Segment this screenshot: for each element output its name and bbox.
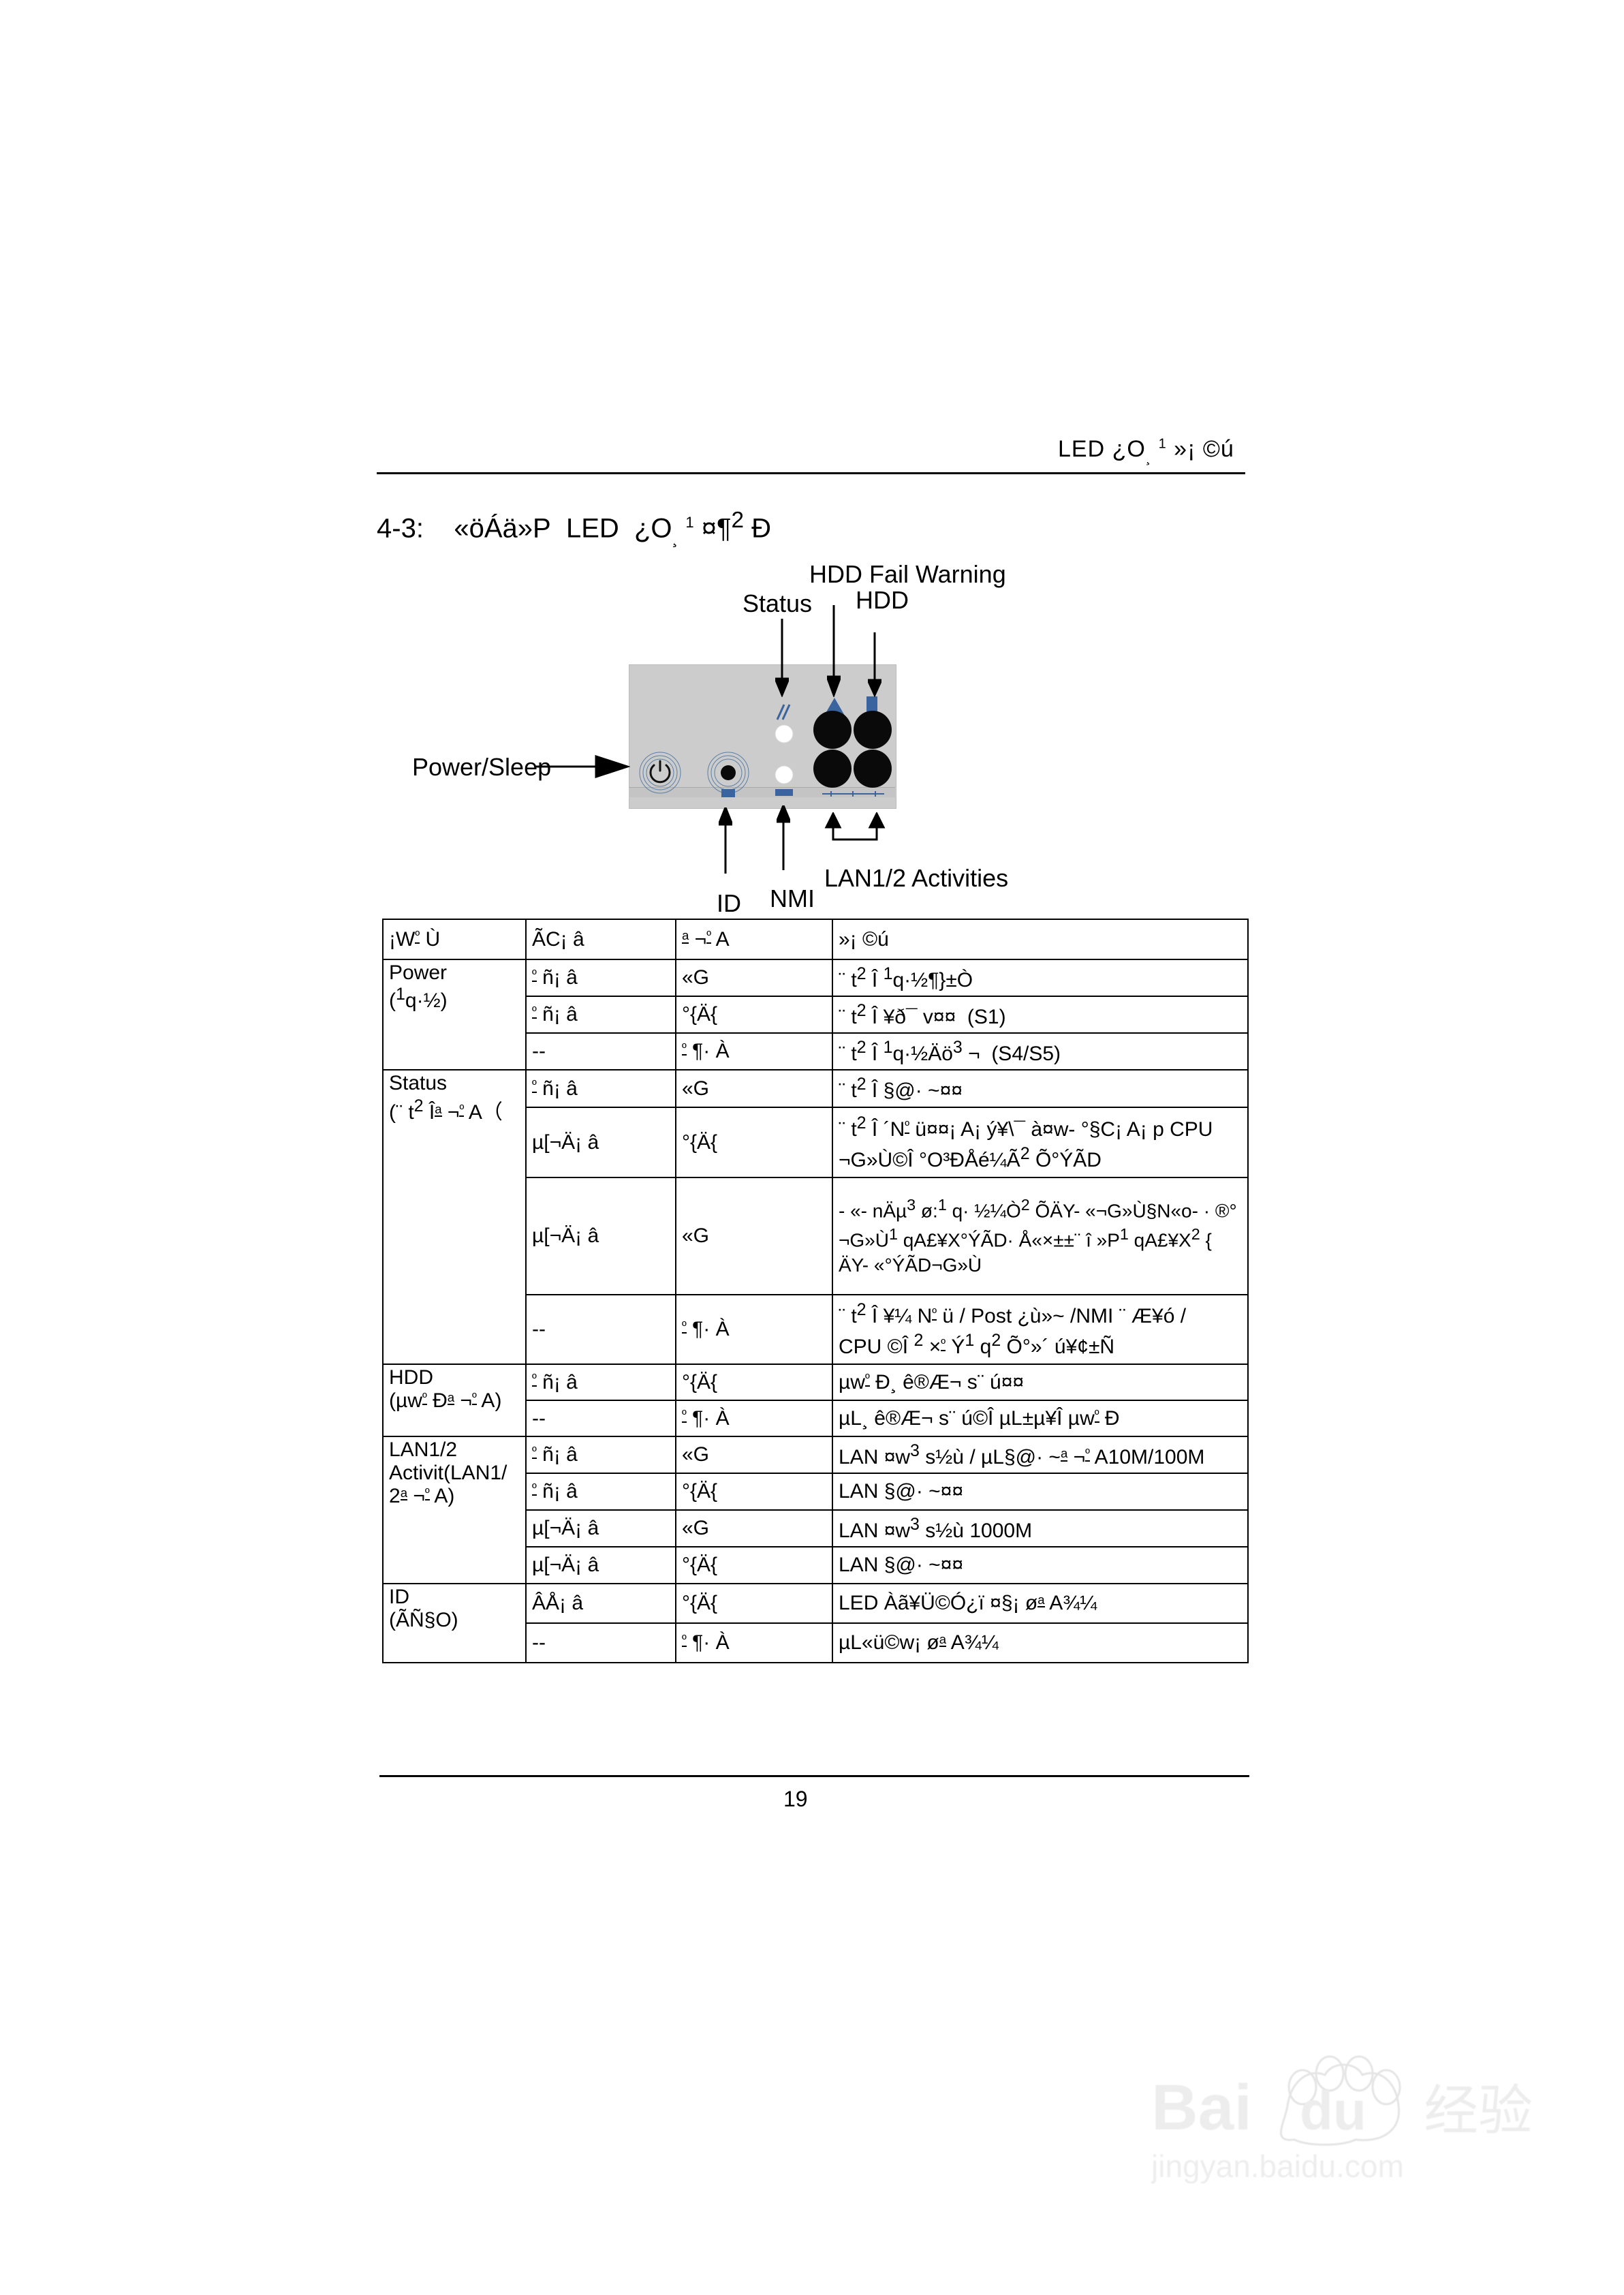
svg-text:Bai: Bai (1151, 2071, 1252, 2144)
svg-text:du: du (1300, 2080, 1367, 2141)
svg-text:经验: 经验 (1424, 2080, 1533, 2141)
svg-text:jingyan.baidu.com: jingyan.baidu.com (1151, 2148, 1404, 2184)
